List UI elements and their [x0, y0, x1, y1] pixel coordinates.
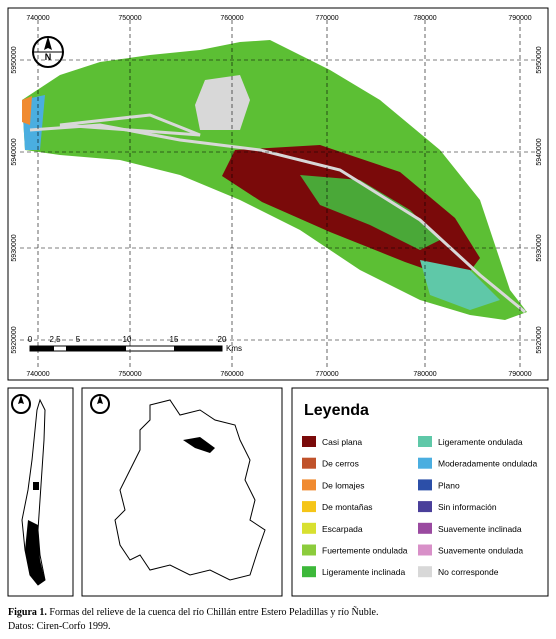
urban-area — [195, 75, 250, 130]
scale-label: 0 — [28, 335, 33, 344]
x-coordinate-label: 760000 — [220, 371, 243, 378]
region-north-arrow — [90, 394, 110, 414]
legend-swatch — [302, 566, 316, 578]
x-coordinate-label: 740000 — [26, 371, 49, 378]
y-coordinate-label: 5950000 — [536, 46, 543, 73]
y-coordinate-label: 5930000 — [536, 234, 543, 261]
x-coordinate-label: 770000 — [315, 371, 338, 378]
scale-unit: Kms — [226, 344, 242, 353]
legend-label: No corresponde — [438, 567, 499, 577]
legend-swatch — [302, 522, 316, 534]
scale-label: 10 — [123, 335, 132, 344]
scale-label: 20 — [218, 335, 227, 344]
relief-patch — [22, 96, 32, 125]
legend-swatch — [418, 522, 432, 534]
caption-text: Formas del relieve de la cuenca del río … — [49, 606, 378, 618]
y-coordinate-label: 5920000 — [11, 326, 18, 353]
legend-swatch — [302, 501, 316, 513]
legend-swatch — [302, 544, 316, 556]
legend-label: Sin información — [438, 502, 497, 512]
legend-swatch — [302, 457, 316, 469]
x-coordinate-label: 750000 — [118, 371, 141, 378]
y-coordinate-label: 5920000 — [536, 326, 543, 353]
y-coordinate-label: 5930000 — [11, 234, 18, 261]
scale-label: 15 — [170, 335, 179, 344]
legend-title: Leyenda — [304, 402, 369, 419]
legend-label: Casi plana — [322, 437, 362, 447]
legend-label: De cerros — [322, 459, 359, 469]
relief-patch — [300, 175, 440, 250]
caption: Figura 1. Formas del relieve de la cuenc… — [8, 606, 378, 618]
legend-box — [291, 387, 549, 597]
legend-label: Ligeramente ondulada — [438, 437, 523, 447]
north-arrow: N — [32, 36, 64, 68]
x-coordinate-label: 740000 — [26, 15, 49, 22]
legend-label: De lomajes — [322, 480, 365, 490]
scale-label: 5 — [76, 335, 81, 344]
scale-label: 2,5 — [49, 335, 61, 344]
region-outline — [114, 399, 266, 581]
legend-swatch — [302, 436, 316, 447]
y-coordinate-label: 5940000 — [536, 138, 543, 165]
legend-label: De montañas — [322, 502, 373, 512]
x-coordinate-label: 780000 — [413, 371, 436, 378]
caption-label: Figura 1. — [8, 607, 47, 618]
legend-swatch — [418, 544, 432, 556]
country-north-arrow — [11, 394, 31, 414]
x-coordinate-label: 750000 — [118, 15, 141, 22]
region-marker — [33, 482, 39, 490]
x-coordinate-label: 770000 — [315, 15, 338, 22]
country-south — [25, 520, 45, 585]
legend-swatch — [418, 479, 432, 491]
legend-swatch — [418, 566, 432, 578]
river — [29, 123, 526, 314]
legend-swatch — [418, 501, 432, 513]
legend-label: Suavemente inclinada — [438, 524, 522, 534]
legend-label: Ligeramente inclinada — [322, 567, 405, 577]
legend-label: Plano — [438, 480, 460, 490]
x-coordinate-label: 760000 — [220, 15, 243, 22]
x-coordinate-label: 780000 — [413, 15, 436, 22]
caption-source: Datos: Ciren-Corfo 1999. — [8, 621, 111, 632]
legend-label: Suavemente ondulada — [438, 546, 523, 556]
legend-label: Escarpada — [322, 524, 363, 534]
y-coordinate-label: 5940000 — [11, 138, 18, 165]
north-label: N — [45, 52, 52, 62]
x-coordinate-label: 790000 — [508, 371, 531, 378]
legend-label: Moderadamente ondulada — [438, 459, 538, 469]
x-coordinate-label: 790000 — [508, 15, 531, 22]
relief-patch — [420, 260, 500, 310]
legend-swatch — [418, 436, 432, 447]
legend-label: Fuertemente ondulada — [322, 546, 408, 556]
y-coordinate-label: 5950000 — [11, 46, 18, 73]
legend-swatch — [418, 457, 432, 469]
legend-swatch — [302, 479, 316, 491]
basin-location — [183, 437, 215, 453]
